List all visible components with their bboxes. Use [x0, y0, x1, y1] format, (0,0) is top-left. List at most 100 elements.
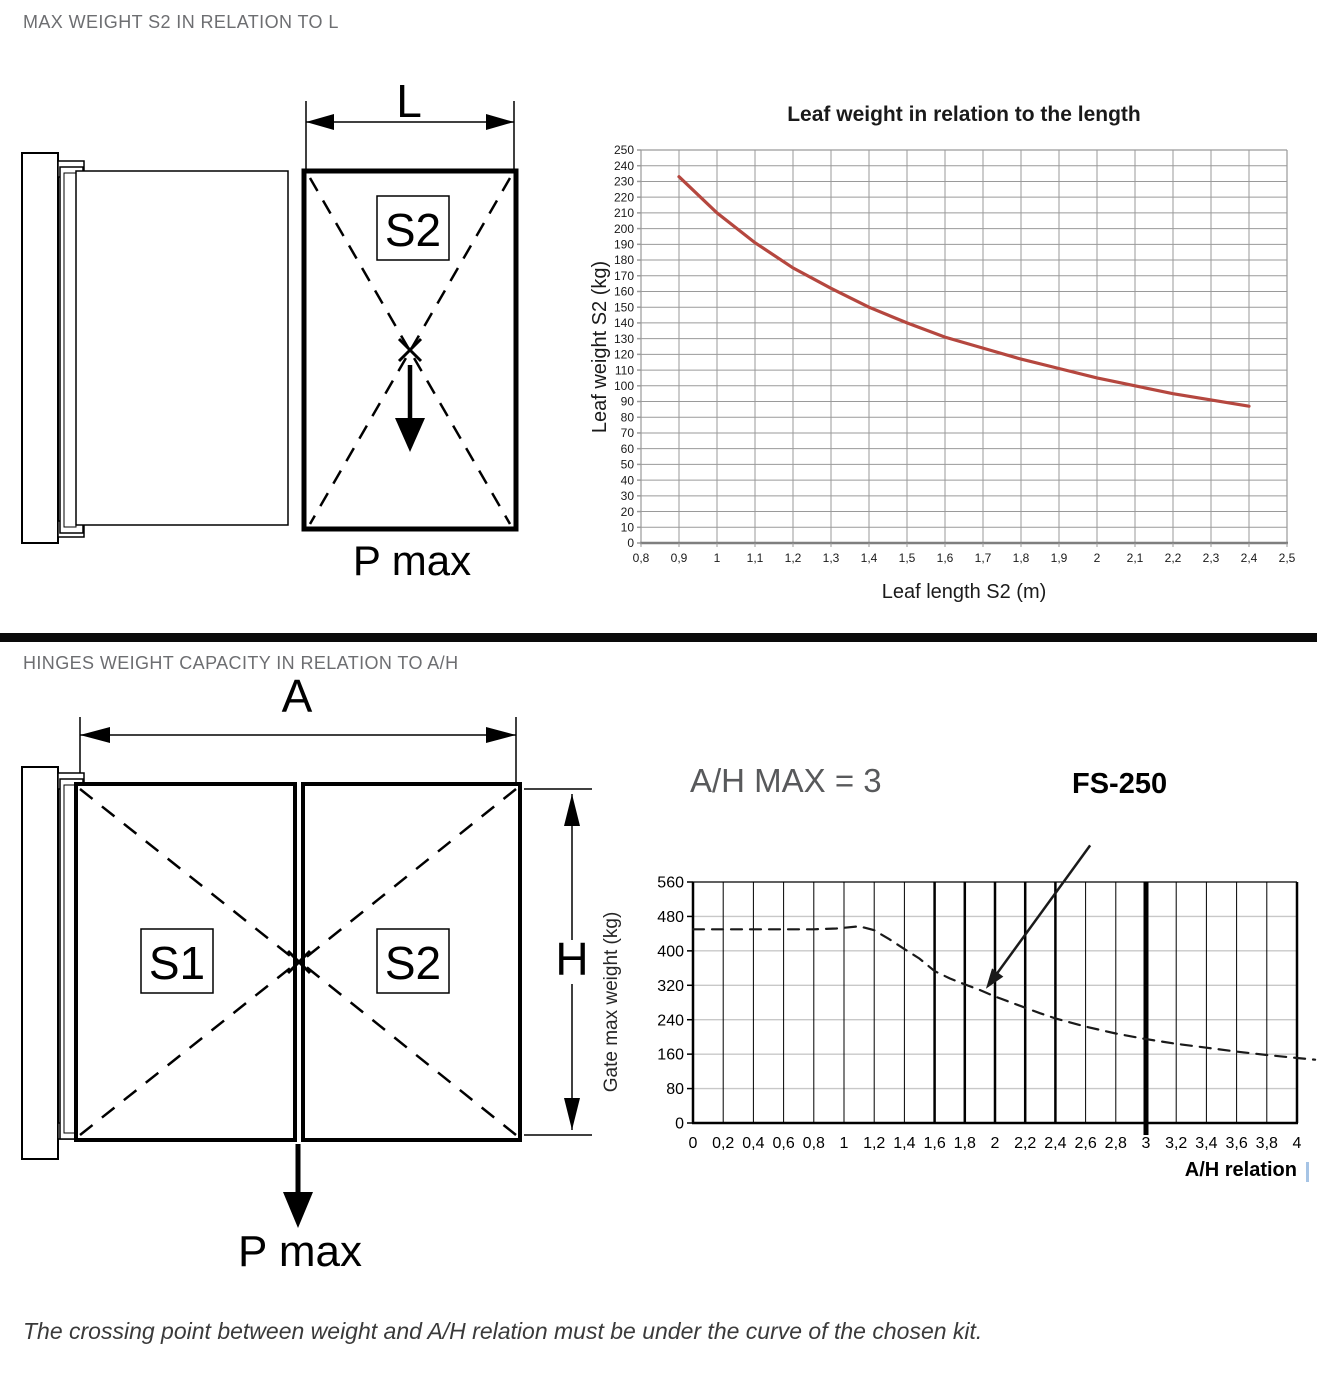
double-leaf-diagram: A S1 S2 H P max [0, 672, 640, 1285]
svg-text:0,9: 0,9 [671, 551, 688, 565]
leaf-weight-chart: Leaf weight in relation to the length 01… [590, 85, 1317, 615]
svg-text:120: 120 [614, 348, 634, 362]
svg-text:250: 250 [614, 143, 634, 157]
svg-text:20: 20 [621, 505, 635, 519]
svg-text:3,8: 3,8 [1256, 1135, 1278, 1152]
gate-weight-curve [693, 926, 1315, 1059]
svg-text:1,4: 1,4 [893, 1135, 915, 1152]
svg-text:2,5: 2,5 [1279, 551, 1296, 565]
svg-text:2: 2 [991, 1135, 1000, 1152]
gate-weight-chart: 08016024032040048056000,20,40,60,811,21,… [600, 755, 1317, 1230]
svg-text:2,8: 2,8 [1105, 1135, 1127, 1152]
svg-text:2,3: 2,3 [1203, 551, 1220, 565]
pmax-label: P max [353, 537, 471, 584]
svg-text:1,3: 1,3 [823, 551, 840, 565]
svg-text:170: 170 [614, 269, 634, 283]
svg-text:40: 40 [621, 473, 635, 487]
page-edge-mark [1306, 1162, 1309, 1182]
svg-text:3: 3 [1142, 1135, 1151, 1152]
svg-text:2,4: 2,4 [1044, 1135, 1066, 1152]
leaf2-label: S2 [385, 937, 441, 989]
svg-text:0,2: 0,2 [712, 1135, 734, 1152]
svg-text:1,6: 1,6 [923, 1135, 945, 1152]
dim-arrowhead-right [486, 114, 514, 130]
svg-text:180: 180 [614, 253, 634, 267]
chart-plot-area: 0102030405060708090100110120130140150160… [614, 143, 1296, 565]
svg-text:190: 190 [614, 238, 634, 252]
length-dimension-label: L [396, 75, 422, 127]
svg-text:160: 160 [614, 285, 634, 299]
svg-text:2,2: 2,2 [1165, 551, 1182, 565]
svg-text:1: 1 [840, 1135, 849, 1152]
y-axis-title: Gate max weight (kg) [601, 912, 622, 1093]
svg-text:2: 2 [1094, 551, 1101, 565]
svg-text:70: 70 [621, 426, 635, 440]
x-axis-title: Leaf length S2 (m) [882, 581, 1047, 603]
svg-text:4: 4 [1293, 1135, 1302, 1152]
svg-text:200: 200 [614, 222, 634, 236]
weight-arrow-head [283, 1192, 313, 1228]
leaf1-label: S1 [149, 937, 205, 989]
dim-arrowhead-left [80, 727, 110, 743]
svg-text:240: 240 [657, 1012, 684, 1029]
svg-text:1,2: 1,2 [863, 1135, 885, 1152]
open-leaf-outline [76, 171, 288, 525]
leaf-frame-edge-inner [64, 173, 76, 527]
kit-annotation-arrow [993, 845, 1090, 979]
svg-text:3,4: 3,4 [1195, 1135, 1217, 1152]
single-leaf-diagram: L S2 P max [0, 75, 560, 620]
leaf-label: S2 [385, 204, 441, 256]
svg-text:50: 50 [621, 458, 635, 472]
svg-text:1,4: 1,4 [861, 551, 878, 565]
datasheet-page: MAX WEIGHT S2 IN RELATION TO L L S2 P ma… [0, 0, 1317, 1385]
gate-post [22, 767, 58, 1159]
svg-text:0: 0 [689, 1135, 698, 1152]
svg-text:2,2: 2,2 [1014, 1135, 1036, 1152]
svg-text:0: 0 [627, 536, 634, 550]
x-axis-title: A/H relation [1185, 1159, 1297, 1181]
svg-text:0,8: 0,8 [633, 551, 650, 565]
svg-text:90: 90 [621, 395, 635, 409]
svg-text:80: 80 [621, 410, 635, 424]
svg-text:320: 320 [657, 978, 684, 995]
pmax-label: P max [238, 1227, 362, 1276]
height-dimension-label: H [555, 933, 588, 985]
svg-text:30: 30 [621, 489, 635, 503]
svg-text:2,6: 2,6 [1074, 1135, 1096, 1152]
svg-text:160: 160 [657, 1047, 684, 1064]
dim-arrowhead-down [564, 1098, 580, 1130]
svg-text:230: 230 [614, 175, 634, 189]
svg-text:480: 480 [657, 909, 684, 926]
svg-text:0,4: 0,4 [742, 1135, 764, 1152]
svg-text:1,5: 1,5 [899, 551, 916, 565]
svg-text:560: 560 [657, 875, 684, 892]
svg-text:150: 150 [614, 300, 634, 314]
svg-text:1,8: 1,8 [954, 1135, 976, 1152]
svg-text:140: 140 [614, 316, 634, 330]
svg-text:210: 210 [614, 206, 634, 220]
dim-arrowhead-right [486, 727, 516, 743]
svg-text:0,8: 0,8 [803, 1135, 825, 1152]
section1-title: MAX WEIGHT S2 IN RELATION TO L [23, 12, 339, 33]
svg-text:1,6: 1,6 [937, 551, 954, 565]
svg-text:80: 80 [666, 1081, 684, 1098]
width-dimension-label: A [282, 670, 313, 722]
svg-text:10: 10 [621, 520, 635, 534]
y-axis-title: Leaf weight S2 (kg) [589, 261, 611, 433]
svg-text:1,1: 1,1 [747, 551, 764, 565]
gate-post [22, 153, 58, 543]
chart-plot-area: 08016024032040048056000,20,40,60,811,21,… [657, 845, 1315, 1152]
svg-text:3,6: 3,6 [1225, 1135, 1247, 1152]
svg-text:1,7: 1,7 [975, 551, 992, 565]
section-divider [0, 633, 1317, 642]
svg-text:100: 100 [614, 379, 634, 393]
svg-text:0,6: 0,6 [772, 1135, 794, 1152]
svg-text:130: 130 [614, 332, 634, 346]
dim-arrowhead-up [564, 794, 580, 826]
footnote-text: The crossing point between weight and A/… [23, 1318, 982, 1345]
svg-text:3,2: 3,2 [1165, 1135, 1187, 1152]
section2-title: HINGES WEIGHT CAPACITY IN RELATION TO A/… [23, 653, 458, 674]
svg-text:240: 240 [614, 159, 634, 173]
dim-arrowhead-left [306, 114, 334, 130]
svg-text:2,1: 2,1 [1127, 551, 1144, 565]
